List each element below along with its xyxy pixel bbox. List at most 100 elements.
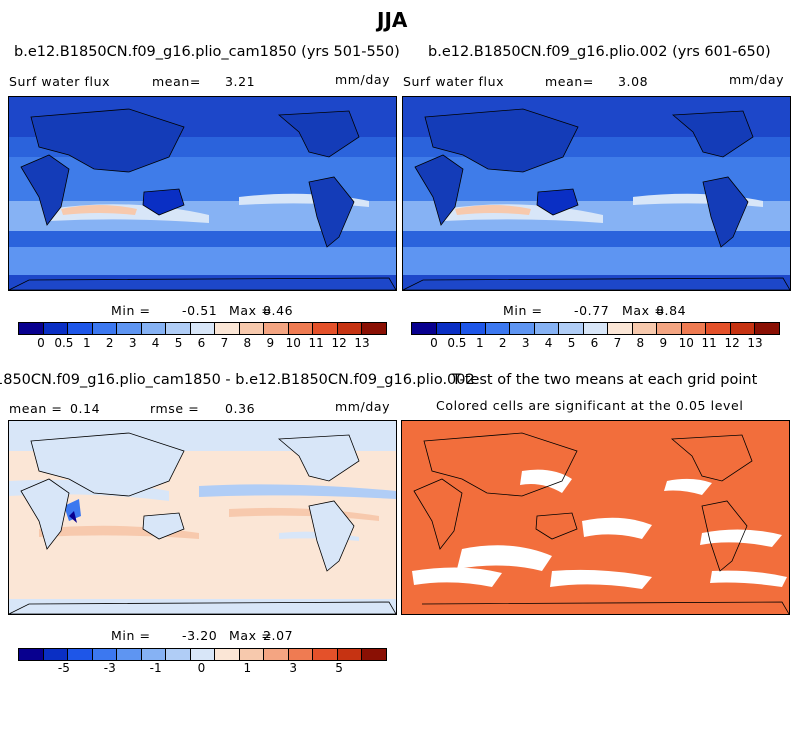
panel2-colorbar-swatch-3	[485, 323, 511, 334]
panel3-max-label: Max =	[229, 628, 273, 643]
panel2-map-graphic	[403, 97, 790, 290]
panel1-colorbar-swatch-13	[337, 323, 363, 334]
panel1-colorbar-swatch-6	[166, 323, 191, 334]
panel1-colorbar-swatch-12	[313, 323, 338, 334]
panel2-colorbar-swatch-9	[632, 323, 658, 334]
panel2-map	[402, 96, 791, 291]
panel3-colorbar-tick-0: -5	[57, 661, 70, 675]
panel1-colorbar-tick-4: 3	[128, 336, 137, 350]
panel3-map	[8, 420, 397, 615]
panel2-colorbar-ticks: 0 0.5 1 2 3 4 5 6 7 8 9 10 11 12 13	[411, 336, 778, 352]
panel2-mean-label: mean=	[545, 74, 594, 89]
panel3-colorbar-swatch-8	[215, 649, 240, 660]
panel1-colorbar-tick-3: 2	[105, 336, 114, 350]
panel3-colorbar-swatch-1	[43, 649, 69, 660]
panel3-min-label: Min =	[111, 628, 151, 643]
panel3-colorbar-swatch-0	[19, 649, 44, 660]
panel1-max-value: 8.46	[263, 303, 294, 318]
panel1-colorbar-tick-2: 1	[82, 336, 91, 350]
panel1-map	[8, 96, 397, 291]
panel3-colorbar-swatch-4	[117, 649, 142, 660]
panel2-colorbar-swatch-2	[461, 323, 486, 334]
panel2-colorbar-tick-5: 4	[544, 336, 553, 350]
panel2-colorbar-swatch-10	[657, 323, 682, 334]
panel1-colorbar-swatch-11	[288, 323, 314, 334]
panel1-mean-value: 3.21	[225, 74, 256, 89]
panel2-variable-label: Surf water flux	[403, 74, 505, 89]
panel1-min-value: -0.51	[182, 303, 218, 318]
panel1-colorbar-swatch-8	[215, 323, 240, 334]
panel3-title: 1850CN.f09_g16.plio_cam1850 - b.e12.B185…	[0, 372, 475, 388]
panel3-colorbar-swatch-11	[288, 649, 314, 660]
panel2-colorbar-tick-4: 3	[521, 336, 530, 350]
panel3-mean-value: 0.14	[70, 401, 101, 416]
panel1-colorbar-swatch-7	[190, 323, 216, 334]
panel2-colorbar-swatch-6	[559, 323, 584, 334]
panel3-colorbar-tick-1: -3	[103, 661, 116, 675]
panel1-colorbar-tick-8: 7	[220, 336, 229, 350]
panel2-colorbar-tick-7: 6	[590, 336, 599, 350]
panel4-title: T-test of the two means at each grid poi…	[452, 372, 758, 388]
panel2-colorbar-swatch-5	[534, 323, 560, 334]
panel3-rmse-value: 0.36	[225, 401, 256, 416]
panel3-colorbar-swatch-6	[166, 649, 191, 660]
panel3-colorbar-tick-4: 1	[243, 661, 252, 675]
panel1-units: mm/day	[335, 72, 391, 87]
panel2-colorbar-tick-3: 2	[498, 336, 507, 350]
panel3-mean-label: mean =	[9, 401, 63, 416]
panel2-colorbar-tick-6: 5	[567, 336, 576, 350]
panel1-colorbar-tick-11: 10	[285, 336, 301, 350]
panel3-colorbar-swatch-9	[239, 649, 265, 660]
panel1-max-label: Max =	[229, 303, 273, 318]
panel3-colorbar-ticks: -5 -3 -1 0 1 3 5	[18, 661, 385, 677]
panel2-units: mm/day	[729, 72, 785, 87]
panel2-colorbar-tick-11: 10	[678, 336, 694, 350]
panel1-colorbar-swatch-9	[239, 323, 265, 334]
panel1-colorbar-tick-1: 0.5	[54, 336, 74, 350]
panel1-colorbar-swatch-10	[264, 323, 289, 334]
panel1-colorbar-tick-10: 9	[266, 336, 275, 350]
panel3-colorbar-swatch-14	[362, 649, 386, 660]
panel2-colorbar-tick-13: 12	[724, 336, 740, 350]
panel2-min-value: -0.77	[574, 303, 610, 318]
panel3-colorbar-swatch-13	[337, 649, 363, 660]
panel1-colorbar-tick-7: 6	[197, 336, 206, 350]
panel1-colorbar-ticks: 0 0.5 1 2 3 4 5 6 7 8 9 10 11 12 13	[18, 336, 385, 352]
panel3-colorbar-swatch-5	[141, 649, 167, 660]
panel3-map-graphic	[9, 421, 396, 614]
panel1-colorbar-swatch-0	[19, 323, 44, 334]
panel2-colorbar-swatch-4	[510, 323, 535, 334]
panel2-colorbar-tick-9: 8	[636, 336, 645, 350]
panel2-colorbar-tick-8: 7	[613, 336, 622, 350]
panel4-subtitle: Colored cells are significant at the 0.0…	[436, 398, 744, 413]
panel3-colorbar-tick-2: -1	[149, 661, 162, 675]
panel2-colorbar-swatch-7	[583, 323, 609, 334]
panel1-colorbar-swatch-5	[141, 323, 167, 334]
panel3-units: mm/day	[335, 399, 391, 414]
panel1-colorbar-tick-12: 11	[308, 336, 324, 350]
panel1-colorbar-tick-13: 12	[331, 336, 347, 350]
panel1-colorbar-swatch-1	[43, 323, 69, 334]
figure-title: JJA	[377, 8, 408, 32]
panel1-colorbar-tick-14: 13	[354, 336, 370, 350]
panel3-colorbar-swatch-7	[190, 649, 216, 660]
panel3-colorbar	[18, 648, 387, 661]
panel2-colorbar-tick-10: 9	[659, 336, 668, 350]
panel1-map-graphic	[9, 97, 396, 290]
panel2-mean-value: 3.08	[618, 74, 649, 89]
panel1-variable-label: Surf water flux	[9, 74, 111, 89]
panel3-colorbar-swatch-10	[264, 649, 289, 660]
panel3-colorbar-swatch-2	[68, 649, 93, 660]
panel1-colorbar-swatch-14	[362, 323, 386, 334]
panel1-colorbar-tick-6: 5	[174, 336, 183, 350]
panel1-colorbar-swatch-3	[92, 323, 118, 334]
panel2-colorbar-tick-12: 11	[701, 336, 717, 350]
panel4-map	[401, 420, 790, 615]
panel3-max-value: 2.07	[263, 628, 294, 643]
panel3-colorbar-swatch-3	[92, 649, 118, 660]
panel2-min-label: Min =	[503, 303, 543, 318]
panel4-map-graphic	[412, 432, 789, 614]
panel1-title: b.e12.B1850CN.f09_g16.plio_cam1850 (yrs …	[14, 44, 400, 60]
panel2-max-label: Max =	[622, 303, 666, 318]
panel2-colorbar-tick-0: 0	[430, 336, 438, 350]
